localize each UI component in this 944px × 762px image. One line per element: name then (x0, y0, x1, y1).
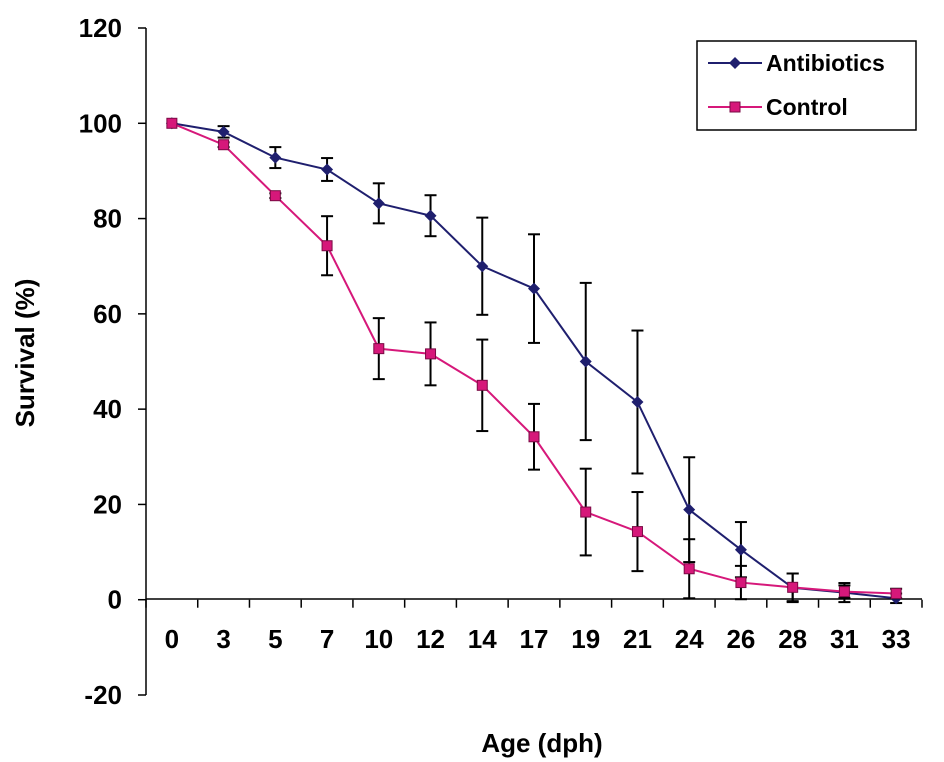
x-tick-label: 10 (364, 624, 393, 654)
data-point-antibiotics (528, 282, 540, 295)
y-tick-label: 60 (93, 299, 122, 329)
x-tick-label: 19 (571, 624, 600, 654)
data-point-control (580, 506, 592, 518)
data-point-control (528, 431, 540, 443)
data-point-antibiotics (631, 395, 644, 408)
data-point-control (735, 577, 747, 589)
data-point-control (269, 190, 281, 202)
x-tick-label: 17 (520, 624, 549, 654)
x-tick-label: 21 (623, 624, 652, 654)
x-tick-label: 33 (882, 624, 911, 654)
series-control (166, 117, 903, 603)
legend-label-antibiotics: Antibiotics (766, 50, 885, 76)
legend-label-control: Control (766, 94, 848, 120)
x-tick-label: 3 (216, 624, 230, 654)
x-tick-label: 0 (165, 624, 179, 654)
data-point-control (321, 240, 333, 252)
x-tick-label: 5 (268, 624, 282, 654)
data-point-control (373, 343, 385, 355)
data-point-antibiotics (476, 260, 489, 273)
data-point-antibiotics (579, 355, 592, 368)
x-axis-title: Age (dph) (481, 728, 602, 758)
data-point-control (218, 139, 230, 151)
data-point-control (425, 348, 437, 360)
y-tick-label: 80 (93, 204, 122, 234)
data-point-control (838, 586, 850, 598)
x-tick-label: 31 (830, 624, 859, 654)
data-point-antibiotics (372, 197, 385, 210)
legend-marker-antibiotics (729, 57, 741, 69)
data-point-antibiotics (217, 125, 230, 138)
x-tick-label: 26 (726, 624, 755, 654)
y-tick-label: 100 (79, 108, 122, 138)
y-tick-label: 20 (93, 489, 122, 519)
x-tick-label: 12 (416, 624, 445, 654)
x-axis: 0 3 5 7 10 12 14 17 19 21 24 26 28 31 33 (145, 598, 923, 654)
x-tick-label: 7 (320, 624, 334, 654)
y-tick-label: -20 (84, 680, 122, 710)
data-point-antibiotics (269, 151, 282, 164)
y-tick-label: 120 (79, 13, 122, 43)
data-point-control (166, 117, 178, 129)
data-point-control (631, 526, 643, 538)
data-point-control (890, 588, 902, 600)
data-point-control (683, 563, 695, 575)
data-point-control (476, 379, 488, 391)
y-tick-label: 0 (108, 585, 122, 615)
x-tick-label: 24 (675, 624, 704, 654)
data-point-antibiotics (683, 503, 696, 516)
y-axis: -20 0 20 40 60 80 100 120 (79, 13, 147, 710)
data-point-antibiotics (321, 163, 334, 176)
x-tick-label: 28 (778, 624, 807, 654)
y-ticks: -20 0 20 40 60 80 100 120 (79, 13, 146, 710)
data-point-antibiotics (424, 209, 437, 222)
y-axis-title: Survival (%) (10, 279, 40, 428)
x-tick-label: 14 (468, 624, 497, 654)
data-point-control (787, 581, 799, 593)
legend-marker-control (729, 101, 741, 113)
legend-box (696, 40, 917, 131)
series-layer (165, 117, 903, 605)
y-tick-label: 40 (93, 394, 122, 424)
data-point-antibiotics (734, 543, 747, 556)
x-ticks: 0 3 5 7 10 12 14 17 19 21 24 26 28 31 33 (145, 599, 923, 654)
legend: Antibiotics Control (696, 40, 917, 131)
